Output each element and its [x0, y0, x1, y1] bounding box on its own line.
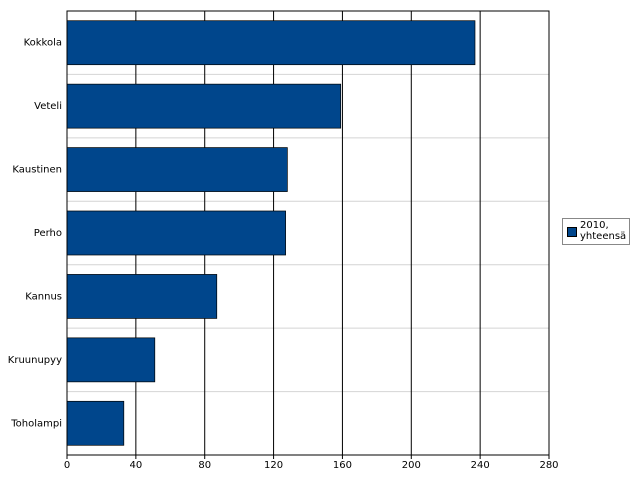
y-tick-label: Kaustinen	[12, 165, 62, 176]
bar	[66, 83, 342, 129]
y-tick-label: Veteli	[34, 101, 62, 112]
bar	[66, 274, 218, 319]
legend-label: 2010, yhteensä	[580, 220, 627, 242]
legend-swatch	[567, 227, 577, 237]
x-tick-label: 240	[471, 460, 490, 471]
bar	[66, 20, 476, 66]
bar	[66, 337, 156, 383]
x-tick-label: 80	[198, 460, 211, 471]
x-tick-label: 200	[402, 460, 421, 471]
bar	[66, 400, 125, 446]
y-tick-label: Kannus	[25, 291, 62, 302]
bar	[66, 210, 286, 256]
y-tick-label: Toholampi	[10, 418, 62, 429]
x-tick-label: 280	[539, 460, 558, 471]
x-tick-label: 120	[264, 460, 283, 471]
x-tick-label: 0	[64, 460, 70, 471]
y-tick-label: Perho	[34, 228, 62, 239]
x-tick-label: 160	[333, 460, 352, 471]
legend: 2010, yhteensä	[562, 218, 630, 245]
plot-border	[66, 10, 550, 456]
y-tick-label: Kokkola	[24, 38, 62, 49]
bar	[66, 147, 288, 192]
x-tick-label: 40	[129, 460, 142, 471]
y-tick-label: Kruunupyy	[8, 355, 62, 366]
